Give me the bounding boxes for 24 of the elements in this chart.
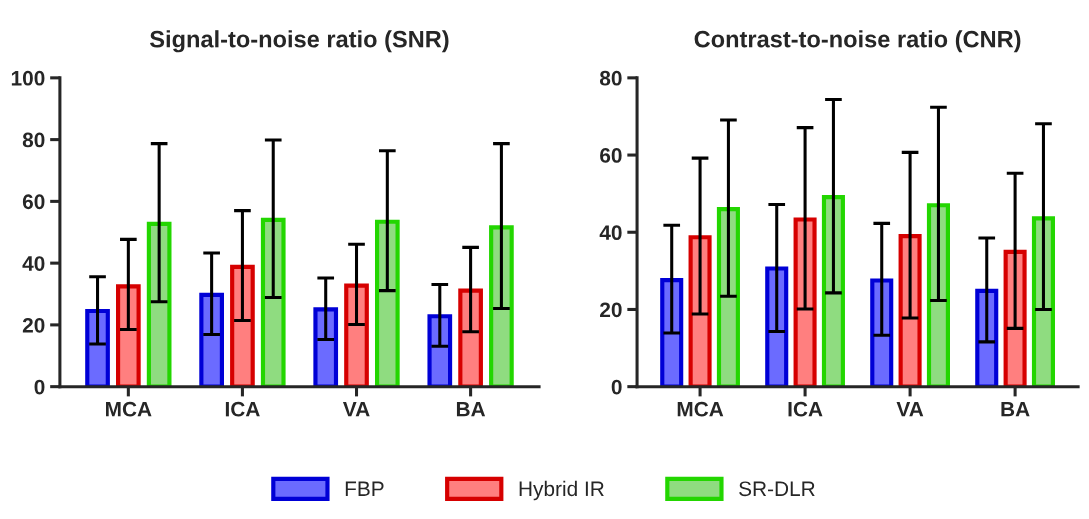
x-tick-label: BA [456,402,486,417]
y-tick-label: 20 [22,317,45,333]
y-tick-label: 40 [599,225,622,241]
y-tick-label: 20 [600,302,622,318]
y-tick-label: 60 [22,194,45,210]
x-tick-label: BA [1001,402,1030,417]
legend-label: SR-DLR [739,481,815,497]
y-tick-label: 60 [600,148,622,163]
x-tick-label: ICA [788,401,823,417]
y-tick-label: 0 [34,379,45,395]
chart-title: Signal-to-noise ratio (SNR) [149,30,449,53]
y-tick-label: 40 [22,256,45,271]
x-tick-label: VA [342,402,370,417]
chart-title: Contrast-to-noise ratio (CNR) [694,30,1021,53]
x-tick-label: ICA [225,401,260,417]
y-tick-label: 0 [611,379,622,395]
legend-label: Hybrid IR [519,480,604,501]
y-tick-label: 100 [11,70,45,86]
x-tick-label: MCA [677,401,724,417]
legend-label: FBP [345,481,384,496]
x-tick-label: VA [896,402,924,417]
y-tick-label: 80 [599,70,622,86]
y-tick-label: 80 [22,132,45,148]
x-tick-label: MCA [106,401,152,417]
